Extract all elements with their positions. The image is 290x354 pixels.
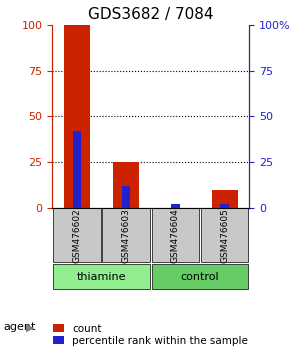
Text: GSM476604: GSM476604: [171, 208, 180, 263]
Text: control: control: [181, 272, 220, 281]
Text: agent: agent: [3, 322, 35, 332]
Text: thiamine: thiamine: [77, 272, 126, 281]
FancyBboxPatch shape: [201, 209, 249, 262]
Text: ▶: ▶: [26, 322, 35, 332]
Bar: [220, 204, 229, 208]
Text: GSM476605: GSM476605: [220, 208, 229, 263]
Bar: [64, 25, 90, 208]
Title: GDS3682 / 7084: GDS3682 / 7084: [88, 7, 213, 22]
FancyBboxPatch shape: [152, 209, 199, 262]
Text: GSM476603: GSM476603: [122, 208, 131, 263]
Text: GSM476602: GSM476602: [72, 208, 81, 263]
Bar: [122, 186, 130, 208]
Bar: [72, 131, 81, 208]
FancyBboxPatch shape: [152, 264, 249, 289]
FancyBboxPatch shape: [102, 209, 150, 262]
Bar: [113, 162, 139, 208]
Legend: count, percentile rank within the sample: count, percentile rank within the sample: [50, 320, 251, 349]
FancyBboxPatch shape: [53, 209, 101, 262]
Bar: [171, 204, 180, 208]
Bar: [212, 190, 238, 208]
FancyBboxPatch shape: [53, 264, 150, 289]
